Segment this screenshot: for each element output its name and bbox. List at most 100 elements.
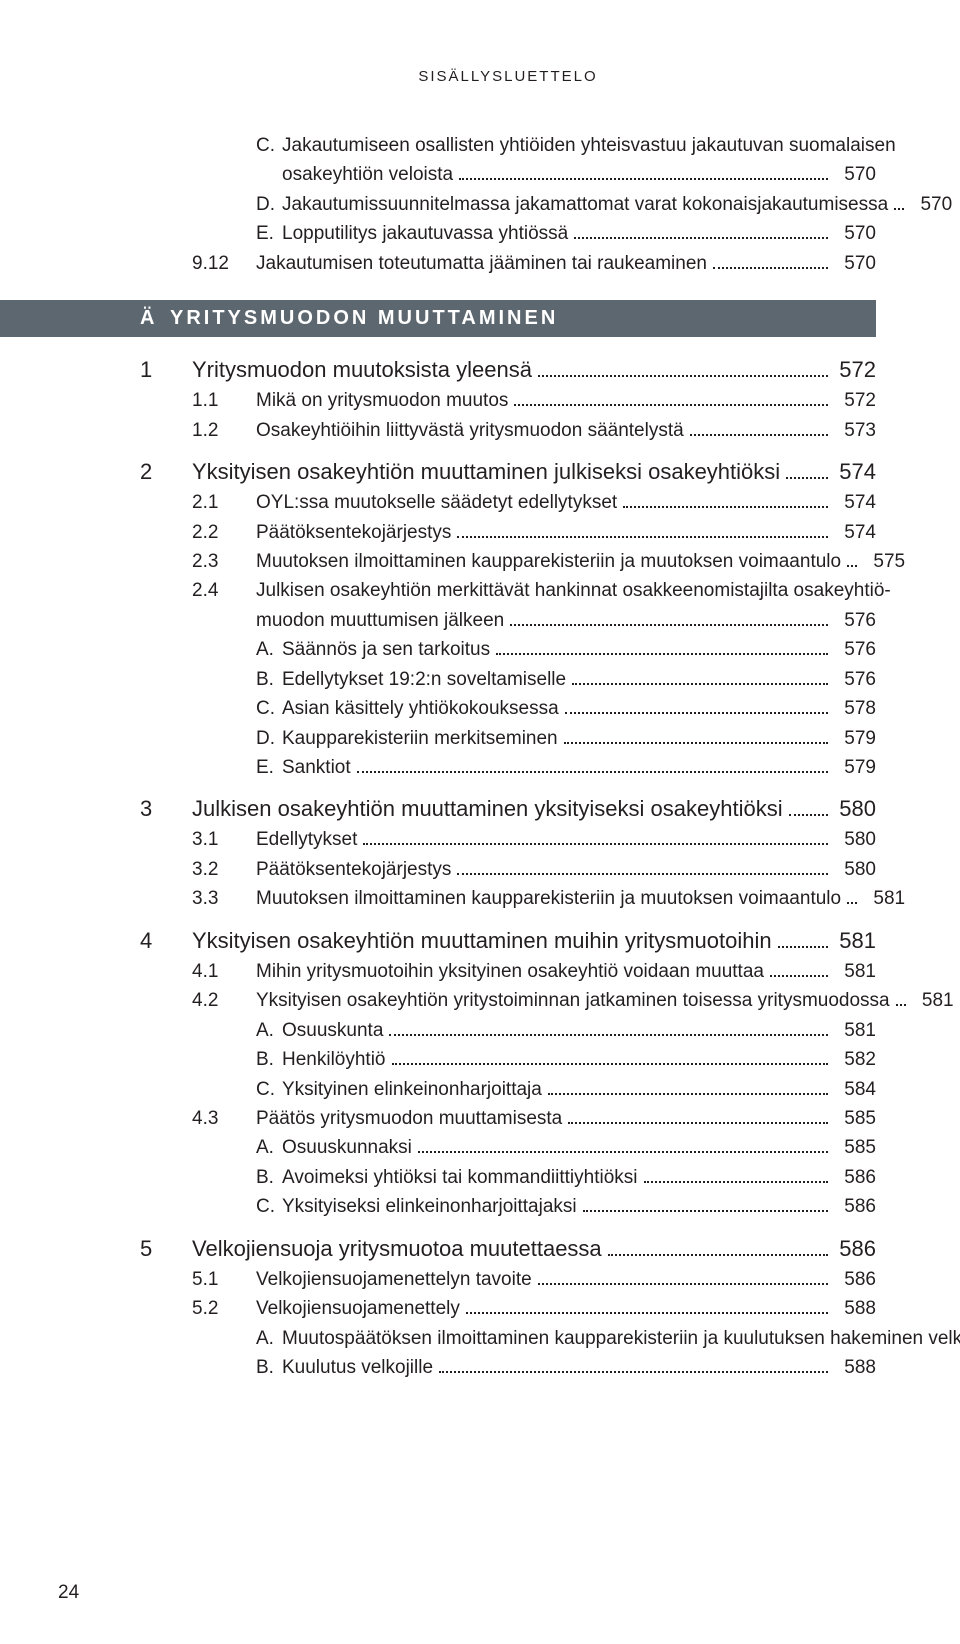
toc-row: 4.2Yksityisen osakeyhtiön yritystoiminna… xyxy=(140,986,876,1015)
toc-leader-dots xyxy=(644,1172,829,1182)
toc-leader-dots xyxy=(583,1202,828,1212)
toc-page-ref: 581 xyxy=(834,1016,876,1045)
toc-leader-dots xyxy=(389,1025,828,1035)
toc-label: 4.2Yksityisen osakeyhtiön yritystoiminna… xyxy=(192,986,890,1015)
toc-row: D.Kaupparekisteriin merkitseminen 579 xyxy=(140,724,876,753)
toc-label: B.Henkilöyhtiö xyxy=(256,1045,386,1074)
toc-row: E.Sanktiot 579 xyxy=(140,753,876,782)
toc-row: A.Osuuskunnaksi585 xyxy=(140,1133,876,1162)
section-heading-bar: Ä YRITYSMUODON MUUTTAMINEN xyxy=(0,300,876,337)
toc-page-ref: 586 xyxy=(834,1265,876,1294)
toc-row: A.Osuuskunta581 xyxy=(140,1016,876,1045)
toc-leader-dots xyxy=(770,966,828,976)
toc-row: osakeyhtiön veloista570 xyxy=(140,160,876,189)
toc-row: 5.2Velkojiensuojamenettely588 xyxy=(140,1294,876,1323)
toc-page-ref: 580 xyxy=(834,825,876,854)
toc-leader-dots xyxy=(459,170,828,180)
toc-label: 4Yksityisen osakeyhtiön muuttaminen muih… xyxy=(140,924,772,957)
toc-row: 9.12Jakautumisen toteutumatta jääminen t… xyxy=(140,249,876,278)
toc-page-ref: 578 xyxy=(834,694,876,723)
toc-row: C.Asian käsittely yhtiökokouksessa 578 xyxy=(140,694,876,723)
toc-label: 5Velkojiensuoja yritysmuotoa muutettaess… xyxy=(140,1232,602,1265)
toc-label: 1.1Mikä on yritysmuodon muutos xyxy=(192,386,508,415)
toc-row: 2Yksityisen osakeyhtiön muuttaminen julk… xyxy=(140,455,876,488)
toc-label: 1.2Osakeyhtiöihin liittyvästä yritysmuod… xyxy=(192,416,684,445)
section-title: YRITYSMUODON MUUTTAMINEN xyxy=(170,307,558,330)
toc-label: 3.2Päätöksentekojärjestys xyxy=(192,855,451,884)
toc-label: C.Asian käsittely yhtiökokouksessa xyxy=(256,694,559,723)
toc-page-ref: 570 xyxy=(834,219,876,248)
toc-page-ref: 575 xyxy=(863,547,905,576)
toc-leader-dots xyxy=(713,258,828,268)
toc-leader-dots xyxy=(439,1363,828,1373)
toc-leader-dots xyxy=(572,674,828,684)
toc-page-ref: 581 xyxy=(834,924,876,957)
toc-label: A.Muutospäätöksen ilmoittaminen kauppare… xyxy=(256,1324,960,1353)
toc-leader-dots xyxy=(548,1084,828,1094)
toc-leader-dots xyxy=(510,615,828,625)
toc-page-ref: 579 xyxy=(834,724,876,753)
toc-row: muodon muuttumisen jälkeen576 xyxy=(140,606,876,635)
toc-page-ref: 576 xyxy=(834,665,876,694)
toc-label: 2.1OYL:ssa muutokselle säädetyt edellyty… xyxy=(192,488,617,517)
toc-page-ref: 572 xyxy=(834,386,876,415)
toc-leader-dots xyxy=(690,425,828,435)
toc-label: 3Julkisen osakeyhtiön muuttaminen yksity… xyxy=(140,792,783,825)
toc-label: D.Kaupparekisteriin merkitseminen xyxy=(256,724,558,753)
toc-row: 1Yritysmuodon muutoksista yleensä572 xyxy=(140,353,876,386)
toc-label: 3.3Muutoksen ilmoittaminen kaupparekiste… xyxy=(192,884,841,913)
toc-leader-dots xyxy=(564,733,828,743)
toc-leader-dots xyxy=(457,864,828,874)
toc-label: C.Yksityinen elinkeinonharjoittaja xyxy=(256,1075,542,1104)
toc-label: 3.1Edellytykset xyxy=(192,825,357,854)
toc-label: 5.1Velkojiensuojamenettelyn tavoite xyxy=(192,1265,532,1294)
toc-leader-dots xyxy=(568,1114,828,1124)
toc-page-ref: 574 xyxy=(834,518,876,547)
toc-leader-dots xyxy=(538,1274,828,1284)
toc-row: 3Julkisen osakeyhtiön muuttaminen yksity… xyxy=(140,792,876,825)
toc-row: 5.1Velkojiensuojamenettelyn tavoite 586 xyxy=(140,1265,876,1294)
toc-label: B.Avoimeksi yhtiöksi tai kommandiittiyht… xyxy=(256,1163,638,1192)
running-head: SISÄLLYSLUETTELO xyxy=(140,68,876,85)
toc-label: D.Jakautumissuunnitelmassa jakamattomat … xyxy=(256,190,888,219)
toc-page-ref: 581 xyxy=(834,957,876,986)
toc-row: A.Muutospäätöksen ilmoittaminen kauppare… xyxy=(140,1324,876,1353)
toc-row: B.Edellytykset 19:2:n soveltamiselle576 xyxy=(140,665,876,694)
toc-row: 2.2Päätöksentekojärjestys574 xyxy=(140,518,876,547)
toc-row: 2.4Julkisen osakeyhtiön merkittävät hank… xyxy=(140,576,876,605)
toc-leader-dots xyxy=(538,365,828,377)
toc-leader-dots xyxy=(786,467,828,479)
toc-leader-dots xyxy=(496,645,828,655)
toc-leader-dots xyxy=(418,1143,828,1153)
toc-page-ref: 586 xyxy=(834,1163,876,1192)
toc-page: SISÄLLYSLUETTELO C.Jakautumiseen osallis… xyxy=(0,0,960,1644)
toc-page-ref: 586 xyxy=(834,1232,876,1265)
toc-leader-dots xyxy=(357,763,828,773)
toc-row: C.Yksityinen elinkeinonharjoittaja 584 xyxy=(140,1075,876,1104)
toc-label: osakeyhtiön veloista xyxy=(256,160,453,189)
toc-row: E.Lopputilitys jakautuvassa yhtiössä570 xyxy=(140,219,876,248)
toc-row: A.Säännös ja sen tarkoitus576 xyxy=(140,635,876,664)
toc-leader-dots xyxy=(896,996,906,1006)
toc-leader-dots xyxy=(514,396,828,406)
toc-row: 1.1Mikä on yritysmuodon muutos 572 xyxy=(140,386,876,415)
toc-leader-dots xyxy=(565,704,828,714)
toc-leader-dots xyxy=(789,804,828,816)
toc-label: 2.4Julkisen osakeyhtiön merkittävät hank… xyxy=(192,576,891,605)
toc-leader-dots xyxy=(466,1304,828,1314)
toc-row: 3.3Muutoksen ilmoittaminen kaupparekiste… xyxy=(140,884,876,913)
toc-page-ref: 582 xyxy=(834,1045,876,1074)
toc-row: 1.2Osakeyhtiöihin liittyvästä yritysmuod… xyxy=(140,416,876,445)
toc-page-ref: 570 xyxy=(910,190,952,219)
toc-label: E.Sanktiot xyxy=(256,753,351,782)
toc-label: 4.1Mihin yritysmuotoihin yksityinen osak… xyxy=(192,957,764,986)
toc-label: 2.3Muutoksen ilmoittaminen kaupparekiste… xyxy=(192,547,841,576)
toc-label: muodon muuttumisen jälkeen xyxy=(192,606,504,635)
toc-row: 4.3Päätös yritysmuodon muuttamisesta585 xyxy=(140,1104,876,1133)
toc-row: 3.2Päätöksentekojärjestys580 xyxy=(140,855,876,884)
toc-page-ref: 572 xyxy=(834,353,876,386)
toc-row: 2.3Muutoksen ilmoittaminen kaupparekiste… xyxy=(140,547,876,576)
toc-page-ref: 584 xyxy=(834,1075,876,1104)
toc-page-ref: 588 xyxy=(834,1353,876,1382)
toc-page-ref: 579 xyxy=(834,753,876,782)
